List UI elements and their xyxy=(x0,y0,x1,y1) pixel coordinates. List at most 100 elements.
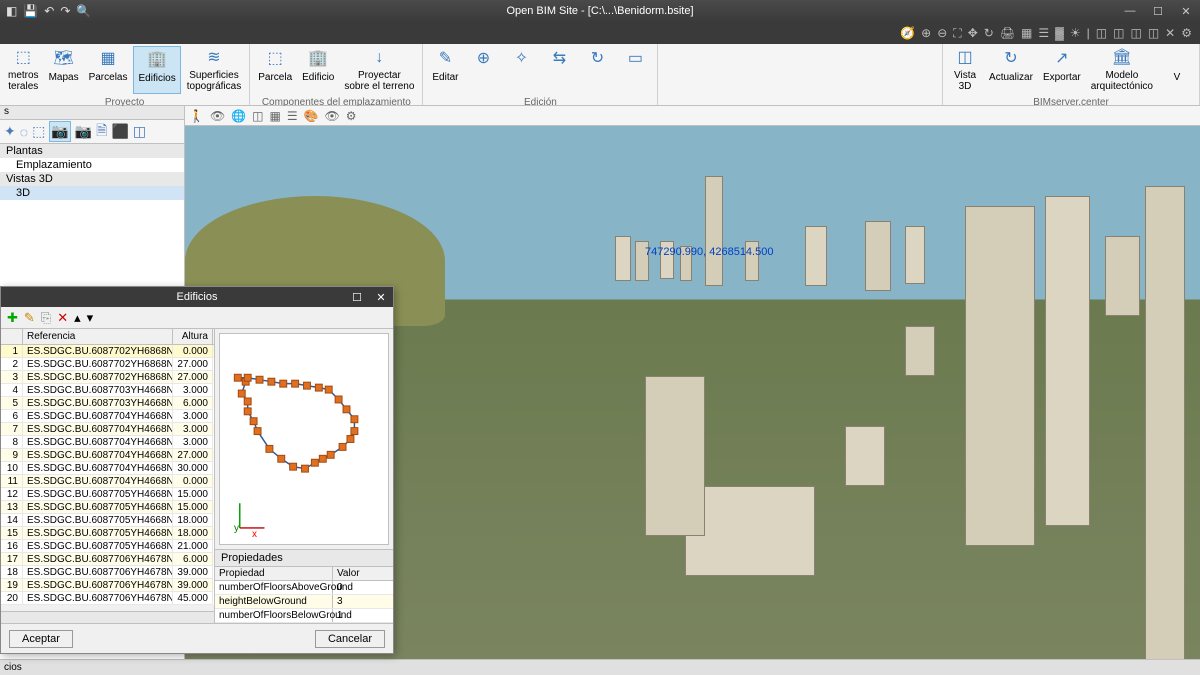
cube-icon[interactable]: ◫ xyxy=(133,123,146,140)
table-row[interactable]: 5ES.SDGC.BU.6087703YH4668N_part26.000 xyxy=(1,397,214,410)
minimize-icon[interactable]: — xyxy=(1116,0,1144,22)
camera-icon[interactable]: 📷 xyxy=(49,121,70,142)
zoom-out-icon[interactable]: ⊖ xyxy=(937,26,947,40)
tree-item[interactable]: Emplazamiento xyxy=(0,158,184,172)
print-icon[interactable]: 🖨 xyxy=(1000,26,1015,40)
ribbon-editar[interactable]: ✎Editar xyxy=(427,46,463,94)
vp-box-icon[interactable]: ◫ xyxy=(252,109,263,123)
col-alt[interactable]: Altura xyxy=(173,329,213,344)
ribbon-exportar[interactable]: ↗Exportar xyxy=(1039,46,1085,94)
table-row[interactable]: 1ES.SDGC.BU.6087702YH6868N_part10.000 xyxy=(1,345,214,358)
table-row[interactable]: 16ES.SDGC.BU.6087705YH4668N_part521.000 xyxy=(1,540,214,553)
table-row[interactable]: 18ES.SDGC.BU.6087706YH4678N_part239.000 xyxy=(1,566,214,579)
close2-icon[interactable]: ✕ xyxy=(1165,26,1175,40)
color-icon[interactable]: ▓ xyxy=(1055,26,1064,40)
view3-icon[interactable]: ◫ xyxy=(1130,26,1141,40)
doc-icon[interactable]: 🗎 xyxy=(96,120,107,144)
edit-icon[interactable]: ✎ xyxy=(24,310,35,326)
dialog-titlebar[interactable]: Edificios ☐ ✕ xyxy=(1,287,393,307)
lasso-icon[interactable]: ◌ xyxy=(20,124,28,140)
ribbon-[interactable]: ⊕ xyxy=(465,46,501,94)
table-row[interactable]: 15ES.SDGC.BU.6087705YH4668N_part418.000 xyxy=(1,527,214,540)
ribbon-modelo[interactable]: 🏛Modelo arquitectónico xyxy=(1087,46,1157,94)
ribbon-mapas[interactable]: 🗺Mapas xyxy=(45,46,83,94)
table-row[interactable]: 4ES.SDGC.BU.6087703YH4668N_part13.000 xyxy=(1,384,214,397)
table-row[interactable]: 3ES.SDGC.BU.6087702YH6868N_part327.000 xyxy=(1,371,214,384)
tree-item[interactable]: 3D xyxy=(0,186,184,200)
ribbon-parcela[interactable]: ⬚Parcela xyxy=(254,46,296,94)
box-icon[interactable]: ⬛ xyxy=(111,123,128,140)
prop-row[interactable]: numberOfFloorsBelowGround1 xyxy=(215,609,393,623)
ribbon-proyectar[interactable]: ↓Proyectar sobre el terreno xyxy=(340,46,418,94)
vp-globe-icon[interactable]: 🌐 xyxy=(231,109,246,123)
maximize-icon[interactable]: ☐ xyxy=(1144,0,1172,22)
cancel-button[interactable]: Cancelar xyxy=(315,630,385,648)
table-row[interactable]: 12ES.SDGC.BU.6087705YH4668N_part115.000 xyxy=(1,488,214,501)
vp-hide-icon[interactable]: 👁 xyxy=(325,109,340,123)
view4-icon[interactable]: ◫ xyxy=(1148,26,1159,40)
zoom-in-icon[interactable]: ⊕ xyxy=(921,26,931,40)
ribbon-metros[interactable]: ⬚metros terales xyxy=(4,46,43,94)
table-row[interactable]: 19ES.SDGC.BU.6087706YH4678N_part339.000 xyxy=(1,579,214,592)
view2-icon[interactable]: ◫ xyxy=(1113,26,1124,40)
ribbon-[interactable]: ⇆ xyxy=(541,46,577,94)
tree-item[interactable]: Plantas xyxy=(0,144,184,158)
ok-button[interactable]: Aceptar xyxy=(9,630,73,648)
save-icon[interactable]: 💾 xyxy=(23,4,38,18)
dialog-close-icon[interactable]: ✕ xyxy=(369,291,393,304)
prop-row[interactable]: heightBelowGround3 xyxy=(215,595,393,609)
up-icon[interactable]: ▴ xyxy=(74,310,81,326)
redo-icon[interactable]: ↷ xyxy=(60,4,70,18)
settings-icon[interactable]: ⚙ xyxy=(1181,26,1192,40)
footprint-chart[interactable]: y x xyxy=(219,333,389,545)
buildings-table[interactable]: Referencia Altura 1ES.SDGC.BU.6087702YH6… xyxy=(1,329,214,611)
delete-icon[interactable]: ✕ xyxy=(57,310,68,326)
search-icon[interactable]: 🔍 xyxy=(76,4,91,18)
orbit-icon[interactable]: ↻ xyxy=(984,26,994,40)
table-hscroll[interactable] xyxy=(1,611,214,623)
close-icon[interactable]: ✕ xyxy=(1172,0,1200,22)
nav-icon[interactable]: 🧭 xyxy=(900,26,915,40)
ribbon-[interactable]: ▭ xyxy=(617,46,653,94)
ribbon-actualizar[interactable]: ↻Actualizar xyxy=(985,46,1037,94)
table-row[interactable]: 6ES.SDGC.BU.6087704YH4668N_part13.000 xyxy=(1,410,214,423)
table-row[interactable]: 2ES.SDGC.BU.6087702YH6868N_part227.000 xyxy=(1,358,214,371)
app-icon[interactable]: ◧ xyxy=(6,4,17,18)
table-row[interactable]: 14ES.SDGC.BU.6087705YH4668N_part318.000 xyxy=(1,514,214,527)
prop-row[interactable]: numberOfFloorsAboveGround0 xyxy=(215,581,393,595)
vp-grid-icon[interactable]: ▦ xyxy=(269,109,280,123)
add-icon[interactable]: ✚ xyxy=(7,310,18,326)
ribbon-vista[interactable]: ◫Vista 3D xyxy=(947,46,983,94)
undo-icon[interactable]: ↶ xyxy=(44,4,54,18)
grid-icon[interactable]: ▦ xyxy=(1021,26,1032,40)
ribbon-edificio[interactable]: 🏢Edificio xyxy=(298,46,338,94)
light-icon[interactable]: ☀ xyxy=(1070,26,1081,40)
tree-item[interactable]: Vistas 3D xyxy=(0,172,184,186)
table-row[interactable]: 17ES.SDGC.BU.6087706YH4678N_part16.000 xyxy=(1,553,214,566)
ribbon-v[interactable]: V xyxy=(1159,46,1195,94)
table-row[interactable]: 20ES.SDGC.BU.6087706YH4678N_part445.000 xyxy=(1,592,214,605)
table-row[interactable]: 13ES.SDGC.BU.6087705YH4668N_part215.000 xyxy=(1,501,214,514)
ribbon-superficies[interactable]: ≋Superficies topográficas xyxy=(183,46,245,94)
sel-icon[interactable]: ⬚ xyxy=(32,123,45,140)
table-row[interactable]: 9ES.SDGC.BU.6087704YH4668N_part427.000 xyxy=(1,449,214,462)
down-icon[interactable]: ▾ xyxy=(87,310,94,326)
dialog-maximize-icon[interactable]: ☐ xyxy=(345,291,369,304)
table-row[interactable]: 10ES.SDGC.BU.6087704YH4668N_part530.000 xyxy=(1,462,214,475)
ribbon-[interactable]: ↻ xyxy=(579,46,615,94)
vp-eye-icon[interactable]: 👁 xyxy=(210,109,225,123)
wand-icon[interactable]: ✦ xyxy=(4,123,16,140)
zoom-fit-icon[interactable]: ⛶ xyxy=(953,26,961,41)
table-row[interactable]: 11ES.SDGC.BU.6087704YH4668N_part60.000 xyxy=(1,475,214,488)
copy-icon[interactable]: ⎘ xyxy=(41,310,51,326)
ribbon-edificios[interactable]: 🏢Edificios xyxy=(133,46,180,94)
table-row[interactable]: 7ES.SDGC.BU.6087704YH4668N_part23.000 xyxy=(1,423,214,436)
vp-layers-icon[interactable]: ☰ xyxy=(287,109,298,123)
ribbon-parcelas[interactable]: ▦Parcelas xyxy=(85,46,132,94)
vp-color-icon[interactable]: 🎨 xyxy=(304,109,319,123)
col-ref[interactable]: Referencia xyxy=(23,329,173,344)
vp-person-icon[interactable]: 🚶 xyxy=(189,109,204,123)
table-row[interactable]: 8ES.SDGC.BU.6087704YH4668N_part33.000 xyxy=(1,436,214,449)
view1-icon[interactable]: ◫ xyxy=(1096,26,1107,40)
ribbon-[interactable]: ✧ xyxy=(503,46,539,94)
